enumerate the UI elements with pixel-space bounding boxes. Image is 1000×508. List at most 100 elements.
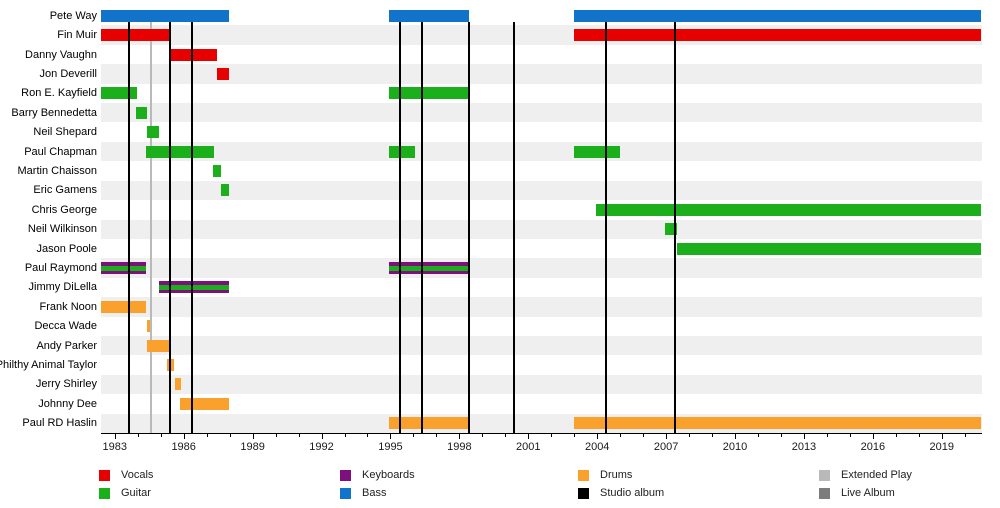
legend-label-vocals: Vocals xyxy=(121,469,154,481)
row-stripe xyxy=(101,297,982,317)
timeline-bar xyxy=(135,106,147,119)
axis-major-tick xyxy=(390,434,392,439)
member-label: Martin Chaisson xyxy=(17,164,97,177)
axis-minor-tick xyxy=(758,434,760,437)
axis-year-label: 2001 xyxy=(516,440,541,453)
axis-minor-tick xyxy=(367,434,369,437)
album-line-studio-album xyxy=(399,21,402,433)
member-label: Chris George xyxy=(31,203,97,216)
legend-label-drums: Drums xyxy=(600,469,633,481)
axis-year-label: 2013 xyxy=(791,440,817,453)
axis-minor-tick xyxy=(206,434,208,437)
axis-year-label: 2007 xyxy=(653,440,679,453)
timeline-bar xyxy=(146,339,169,352)
timeline-bar xyxy=(573,145,621,158)
axis-minor-tick xyxy=(849,434,851,437)
timeline-bar xyxy=(101,262,147,275)
album-line-studio-album xyxy=(467,21,470,433)
axis-minor-tick xyxy=(620,434,622,437)
plot-area xyxy=(101,6,982,433)
member-label: Ron E. Kayfield xyxy=(21,87,97,100)
axis-major-tick xyxy=(183,434,185,439)
timeline-bar xyxy=(596,203,982,216)
member-label: Andy Parker xyxy=(36,339,97,352)
legend-label-extended_play: Extended Play xyxy=(841,469,912,481)
axis-major-tick xyxy=(459,434,461,439)
axis-minor-tick xyxy=(895,434,897,437)
axis-minor-tick xyxy=(826,434,828,437)
member-label: Pete Way xyxy=(49,9,97,22)
timeline-bar xyxy=(101,9,229,22)
row-stripe xyxy=(101,374,982,395)
member-label: Decca Wade xyxy=(34,320,97,333)
legend-swatch-live_album xyxy=(819,488,830,499)
member-label: Frank Noon xyxy=(39,300,97,313)
legend-swatch-vocals xyxy=(99,470,110,481)
member-label: Paul RD Haslin xyxy=(22,417,97,430)
axis-minor-tick xyxy=(229,434,231,437)
legend-swatch-extended_play xyxy=(819,470,830,481)
axis-minor-tick xyxy=(413,434,415,437)
axis-minor-tick xyxy=(712,434,714,437)
axis-minor-tick xyxy=(436,434,438,437)
member-label: Jerry Shirley xyxy=(35,378,97,391)
axis-minor-tick xyxy=(574,434,576,437)
member-label: Eric Gamens xyxy=(33,184,97,197)
member-label: Fin Muir xyxy=(57,29,97,42)
axis-minor-tick xyxy=(780,434,782,437)
album-line-studio-album xyxy=(421,21,424,433)
axis-minor-tick xyxy=(275,434,277,437)
album-line-studio-album xyxy=(513,21,516,433)
timeline-bar xyxy=(388,417,469,430)
timeline-bar xyxy=(213,164,221,177)
timeline-bar xyxy=(180,397,229,410)
axis-major-tick xyxy=(597,434,599,439)
album-line-extended_play xyxy=(150,21,153,433)
axis-major-tick xyxy=(252,434,254,439)
axis-year-label: 1998 xyxy=(447,440,472,453)
axis-minor-tick xyxy=(298,434,300,437)
row-stripe xyxy=(101,258,982,278)
member-label: Johnny Dee xyxy=(38,397,97,410)
axis-year-label: 2004 xyxy=(584,440,610,453)
axis-major-tick xyxy=(803,434,805,439)
axis-minor-tick xyxy=(689,434,691,437)
member-label: Neil Shepard xyxy=(33,126,97,139)
member-label: Paul Raymond xyxy=(24,262,97,275)
axis-major-tick xyxy=(321,434,323,439)
member-label: Jason Poole xyxy=(36,242,97,255)
timeline-bar xyxy=(146,126,160,139)
axis-major-tick xyxy=(528,434,530,439)
album-line-studio-album xyxy=(191,21,194,433)
axis-minor-tick xyxy=(160,434,162,437)
row-stripe xyxy=(101,335,982,356)
axis-minor-tick xyxy=(643,434,645,437)
timeline-bar xyxy=(169,48,217,61)
bar-secondary-role-stripe xyxy=(101,265,147,271)
timeline-bar xyxy=(146,320,150,333)
timeline-bar xyxy=(665,223,678,236)
timeline-bar xyxy=(220,184,229,197)
legend-swatch-keyboards xyxy=(340,470,351,481)
axis-minor-tick xyxy=(482,434,484,437)
timeline-bar xyxy=(573,417,982,430)
legend-swatch-bass xyxy=(340,488,351,499)
member-label: Danny Vaughn xyxy=(25,48,97,61)
axis-year-label: 1992 xyxy=(309,440,334,453)
timeline-bar xyxy=(101,29,171,42)
row-stripe xyxy=(101,64,982,84)
timeline-bar xyxy=(677,242,982,255)
axis-major-tick xyxy=(735,434,737,439)
timeline-bar xyxy=(216,67,229,80)
legend-label-guitar: Guitar xyxy=(121,487,151,499)
legend-label-bass: Bass xyxy=(362,487,387,499)
member-label: Jon Deverill xyxy=(39,67,97,80)
timeline-bar xyxy=(573,9,982,22)
timeline-bar xyxy=(101,87,138,100)
timeline-bar xyxy=(388,145,416,158)
album-line-studio-album xyxy=(673,21,676,433)
axis-minor-tick xyxy=(505,434,507,437)
bar-secondary-role-stripe xyxy=(159,284,229,290)
legend-swatch-drums xyxy=(578,470,589,481)
